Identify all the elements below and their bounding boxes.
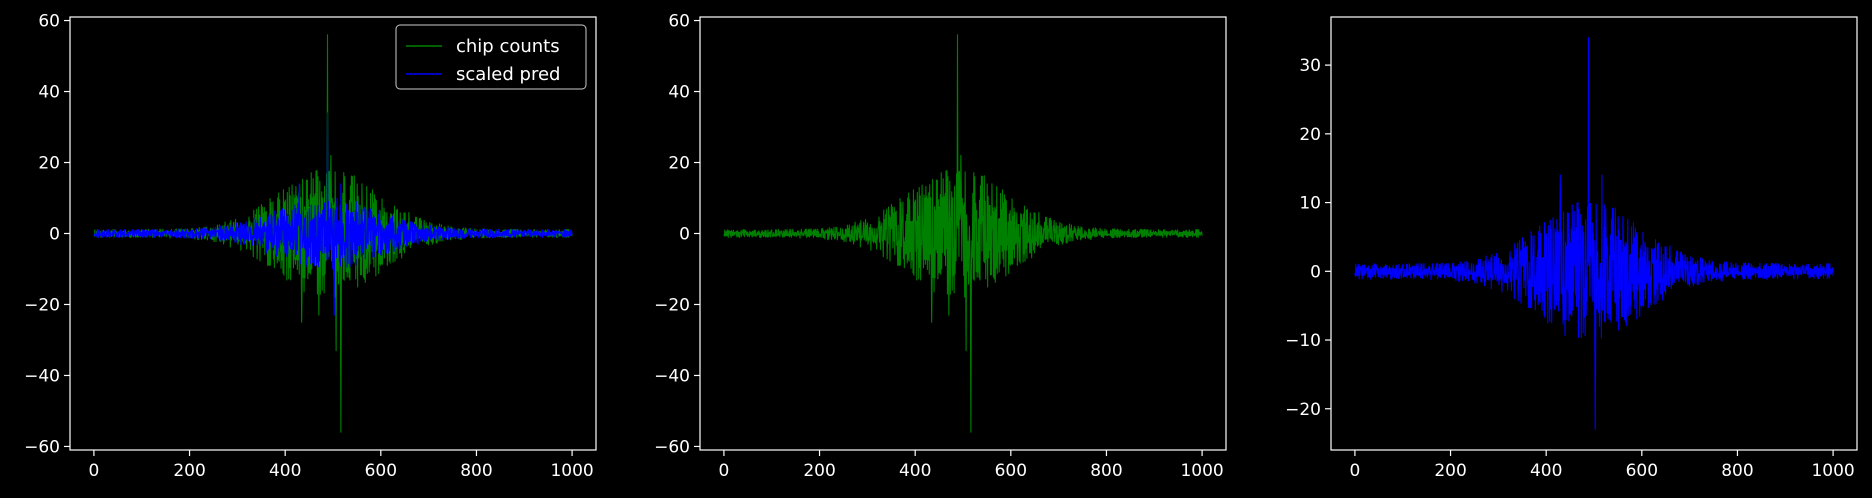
series-1-line xyxy=(1354,37,1834,430)
y-tick-label: 20 xyxy=(1299,125,1321,145)
x-tick-label: 200 xyxy=(173,461,205,481)
x-tick-label: 200 xyxy=(803,461,835,481)
x-tick-label: 0 xyxy=(88,461,99,481)
y-tick-label: 40 xyxy=(668,83,690,103)
x-tick-label: 800 xyxy=(1090,461,1122,481)
y-tick-label: 60 xyxy=(668,12,690,32)
x-tick-label: 600 xyxy=(1626,461,1658,481)
scaled-pred-line xyxy=(93,112,573,316)
subplot-1: 0 200 400 600 800 1000 −60 −40 −20 0 20 40 60 chip co… xyxy=(24,12,597,481)
y-tick-label: 40 xyxy=(38,83,60,103)
x-tick-label: 1000 xyxy=(1180,461,1223,481)
subplot-2: 0 200 400 600 800 1000 −60 −40 −20 0 20 40 60 xyxy=(654,12,1227,481)
legend-label-scaled-pred: scaled pred xyxy=(456,64,560,85)
plot-area xyxy=(93,34,573,433)
y-tick-label: −40 xyxy=(654,366,690,386)
y-tick-label: −20 xyxy=(654,295,690,315)
x-tick-label: 800 xyxy=(460,461,492,481)
plot-area xyxy=(1354,37,1834,430)
legend-box xyxy=(395,24,587,90)
y-tick-label: −20 xyxy=(1285,400,1321,420)
y-tick-label: 0 xyxy=(49,225,60,245)
axes-frame xyxy=(1330,16,1858,451)
plot-area xyxy=(723,34,1203,433)
x-tick-label: 0 xyxy=(718,461,729,481)
y-tick-label: 10 xyxy=(1299,194,1321,214)
y-tick-label: 60 xyxy=(38,12,60,32)
legend-label-chip-counts: chip counts xyxy=(456,36,560,57)
y-tick-label: −10 xyxy=(1285,331,1321,351)
y-tick-label: 0 xyxy=(1310,262,1321,282)
x-tick-label: 800 xyxy=(1721,461,1753,481)
y-tick-label: −60 xyxy=(654,437,690,457)
y-tick-label: 30 xyxy=(1299,56,1321,76)
series-1-line xyxy=(723,34,1203,433)
y-tick-label: −40 xyxy=(24,366,60,386)
x-tick-label: 600 xyxy=(365,461,397,481)
legend: chip counts scaled pred xyxy=(395,24,587,90)
x-tick-label: 200 xyxy=(1434,461,1466,481)
x-tick-label: 400 xyxy=(1530,461,1562,481)
x-tick-label: 1000 xyxy=(1811,461,1854,481)
x-tick-label: 400 xyxy=(269,461,301,481)
x-tick-label: 600 xyxy=(995,461,1027,481)
subplot-3: 0 200 400 600 800 1000 −20 −10 0 10 20 30 xyxy=(1285,16,1858,481)
x-tick-label: 400 xyxy=(899,461,931,481)
y-tick-label: 20 xyxy=(668,154,690,174)
y-tick-label: 0 xyxy=(679,225,690,245)
y-tick-label: 20 xyxy=(38,154,60,174)
y-tick-label: −20 xyxy=(24,295,60,315)
x-tick-label: 0 xyxy=(1349,461,1360,481)
x-tick-label: 1000 xyxy=(550,461,593,481)
y-tick-label: −60 xyxy=(24,437,60,457)
